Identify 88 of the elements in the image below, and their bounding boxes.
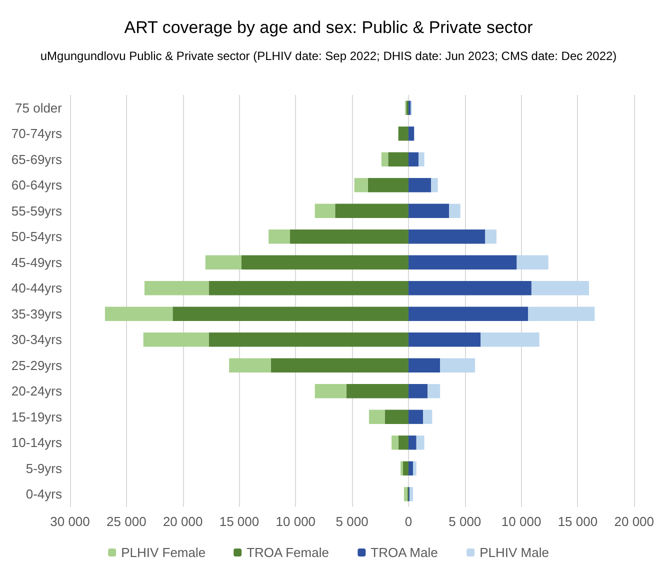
- bar: [408, 306, 528, 321]
- bar: [423, 410, 432, 424]
- bar: [408, 255, 517, 270]
- bar: [381, 152, 388, 166]
- bar: [144, 281, 209, 296]
- legend-label: PLHIV Male: [480, 545, 549, 560]
- bar: [408, 358, 440, 372]
- bar: [384, 410, 408, 424]
- y-tick-label: 0-4yrs: [26, 486, 62, 502]
- bar: [408, 152, 419, 166]
- x-tick-label: 0: [404, 514, 412, 529]
- x-tick-label: 20 000: [162, 514, 203, 529]
- bar: [531, 281, 589, 296]
- bar: [428, 384, 440, 398]
- y-tick-label: 10-14yrs: [11, 435, 62, 450]
- bar: [208, 332, 408, 347]
- bar: [172, 306, 408, 321]
- bar: [480, 332, 540, 347]
- bar: [408, 332, 481, 347]
- chart-subtitle: uMgungundlovu Public & Private sector (PLHIV date: Sep 2022; DHIS date: Jun 2023; CMS date: Dec 2022): [40, 49, 617, 63]
- y-tick-label: 45-49yrs: [11, 254, 62, 270]
- bar: [408, 178, 432, 192]
- legend-label: TROA Male: [370, 545, 438, 560]
- x-tick-label: 20 000: [614, 514, 654, 529]
- bar: [408, 461, 413, 476]
- bar: [104, 306, 173, 321]
- y-tick-label: 55-59yrs: [11, 203, 62, 218]
- bar: [408, 436, 416, 450]
- bar: [290, 230, 408, 244]
- y-tick-label: 40-44yrs: [11, 280, 62, 296]
- y-tick-label: 5-9yrs: [26, 460, 62, 476]
- bar: [314, 204, 336, 218]
- y-tick-label: 65-69yrs: [11, 152, 62, 167]
- x-tick-label: 10 000: [501, 514, 542, 529]
- y-tick-label: 20-24yrs: [11, 384, 62, 399]
- bar: [440, 358, 476, 372]
- x-tick-label: 15 000: [219, 514, 260, 529]
- bar: [335, 204, 408, 218]
- bar: [402, 461, 408, 476]
- bar: [449, 204, 460, 218]
- bar: [398, 126, 408, 141]
- y-tick-label: 25-29yrs: [11, 358, 62, 373]
- x-tick-label: 5 000: [448, 514, 482, 529]
- bar: [408, 230, 486, 244]
- y-tick-label: 50-54yrs: [11, 229, 62, 244]
- x-tick-label: 10 000: [276, 514, 316, 529]
- bar: [408, 126, 414, 141]
- bar: [408, 204, 450, 218]
- bar: [314, 384, 346, 398]
- chart-title: ART coverage by age and sex: Public & Private sector: [124, 18, 534, 37]
- bar: [408, 410, 424, 424]
- y-tick-label: 70-74yrs: [11, 126, 62, 142]
- legend-label: PLHIV Female: [121, 545, 206, 560]
- bar: [410, 487, 413, 502]
- bar: [241, 255, 408, 270]
- x-tick-label: 30 000: [50, 514, 90, 529]
- x-tick-label: 5 000: [336, 514, 368, 529]
- bar: [388, 152, 408, 166]
- y-tick-label: 30-34yrs: [11, 332, 62, 348]
- bar: [398, 436, 408, 450]
- y-tick-label: 35-39yrs: [11, 306, 62, 322]
- bar: [416, 436, 424, 450]
- bar: [404, 487, 408, 502]
- x-tick-label: 25 000: [106, 514, 146, 529]
- bar: [368, 410, 385, 424]
- bar: [408, 281, 532, 296]
- bar: [431, 178, 438, 192]
- y-tick-label: 60-64yrs: [11, 178, 62, 193]
- bar: [392, 436, 398, 450]
- bar: [368, 178, 408, 192]
- bar: [485, 230, 496, 244]
- bar: [270, 358, 408, 372]
- bar: [418, 152, 424, 166]
- y-tick-label: 15-19yrs: [11, 409, 62, 424]
- y-tick-label: 75 older: [15, 100, 63, 116]
- bar: [268, 230, 290, 244]
- bar: [229, 358, 271, 372]
- bar: [205, 255, 242, 270]
- bar: [528, 306, 595, 321]
- bar: [408, 384, 428, 398]
- bar: [143, 332, 209, 347]
- bar: [208, 281, 408, 296]
- bar: [354, 178, 368, 192]
- bar: [346, 384, 408, 398]
- bar: [412, 461, 416, 476]
- x-tick-label: 15 000: [558, 514, 598, 529]
- legend-label: TROA Female: [246, 545, 329, 560]
- bar: [516, 255, 548, 270]
